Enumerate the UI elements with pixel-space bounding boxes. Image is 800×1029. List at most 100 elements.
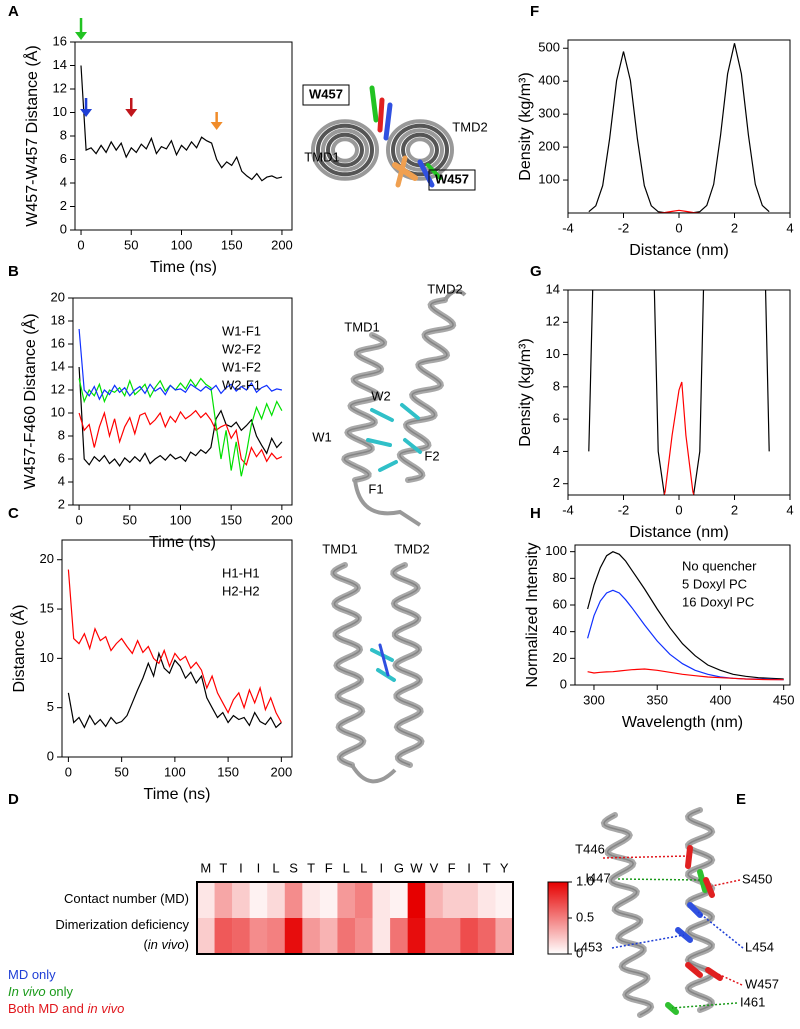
series-line: [67, 651, 282, 729]
sequence-letter: W: [410, 860, 423, 875]
line-chart: 0 50 100 150 200 2 4 6 8 10 12 14 16 18 20 Time (ns) W45…: [20, 281, 462, 551]
series-line: [67, 569, 282, 723]
heat-cell: [267, 918, 286, 955]
x-tick-label: 150: [221, 237, 243, 252]
row-label-part: Dimerization deficiency: [55, 917, 189, 932]
y-tick-label: 12: [546, 314, 560, 329]
x-tick-label: 0: [75, 512, 82, 527]
leader: [697, 911, 744, 949]
y-tick-label: 8: [553, 378, 560, 393]
sequence-letter: V: [430, 860, 439, 875]
heat-cell: [337, 918, 356, 955]
image-label: W1: [312, 429, 332, 444]
heat-cell: [214, 918, 233, 955]
plot-frame: [567, 39, 791, 214]
label-box: [428, 169, 476, 191]
colorbar: [547, 881, 569, 955]
x-axis-label: Distance (nm): [629, 242, 729, 259]
helix-shade: [603, 814, 652, 1016]
x-tick-label: -4: [562, 502, 574, 517]
residue-stick: [403, 438, 422, 454]
heat-cell: [442, 882, 461, 919]
helix-shade: [332, 564, 365, 766]
label-box: [302, 84, 350, 106]
residue-stick: [705, 967, 723, 981]
x-tick-label: 100: [170, 512, 192, 527]
x-tick-label: 100: [171, 237, 193, 252]
legend-entry: H2-H2: [222, 583, 260, 598]
helix-ring: [396, 128, 444, 172]
plot-frame: [567, 289, 791, 496]
plot-frame: [72, 297, 293, 506]
y-tick-label: 5: [47, 699, 54, 714]
y-axis-label: W457-W457 Distance (Å): [22, 45, 41, 226]
x-tick-label: -2: [618, 502, 630, 517]
y-tick-label: 0: [560, 676, 567, 691]
y-tick-label: 8: [58, 427, 65, 442]
y-axis-label: Distance (Å): [9, 604, 28, 692]
x-axis-label: Time (ns): [149, 534, 216, 551]
heat-cell: [355, 918, 373, 955]
y-tick-label: 200: [538, 139, 560, 154]
residue-stick: [392, 162, 418, 181]
image-label: S450: [742, 871, 772, 886]
heat-cell: [407, 918, 426, 955]
sequence-letter: Y: [500, 860, 509, 875]
leader: [717, 973, 743, 986]
sequence-letter: L: [343, 860, 350, 875]
heat-cell: [425, 882, 444, 919]
helix-ring: [406, 137, 434, 163]
residue-stick: [395, 155, 408, 188]
y-tick-label: 0: [47, 748, 54, 763]
y-tick-label: 18: [51, 312, 65, 327]
legend-entry: No quencher: [682, 558, 757, 573]
loop: [443, 289, 467, 302]
x-tick-label: 150: [220, 512, 242, 527]
arrow-head: [75, 32, 88, 40]
leader: [711, 879, 741, 887]
x-tick-label: 4: [786, 502, 793, 517]
legend-entry-part: only: [46, 984, 74, 999]
series-line: [588, 43, 770, 213]
y-tick-label: 10: [546, 346, 560, 361]
plot-frame: [74, 41, 293, 231]
image-label: W457: [745, 976, 779, 991]
panel-letter: C: [8, 505, 19, 522]
x-axis-label: Time (ns): [144, 786, 211, 803]
image-label: W2: [371, 388, 391, 403]
legend-entry: W1-F2: [222, 359, 261, 374]
x-tick-label: -2: [618, 220, 630, 235]
sequence-letter: I: [380, 860, 384, 875]
y-tick-label: 20: [40, 551, 54, 566]
heat-cell: [355, 882, 373, 919]
loop: [350, 763, 397, 784]
series-line: [587, 668, 784, 681]
line-chart: 300 350 400 450 0 20 40 60 80 100 Wavelength (nm) N…: [524, 543, 794, 732]
series-line: [78, 409, 283, 467]
residue-stick: [665, 1002, 679, 1015]
heat-cell: [495, 918, 514, 955]
image-label: TMD2: [452, 119, 487, 134]
y-tick-label: 10: [53, 104, 67, 119]
heat-cell: [390, 918, 408, 955]
heat-cell: [425, 918, 444, 955]
series-line: [587, 551, 784, 680]
heat-cell: [319, 918, 338, 955]
image-label: F1: [368, 481, 383, 496]
helix-shade: [392, 564, 423, 766]
x-tick-label: 0: [675, 220, 682, 235]
x-tick-label: 200: [271, 764, 293, 779]
y-tick-label: 60: [553, 596, 567, 611]
row-label: Contact number (MD): [64, 891, 189, 906]
y-tick-label: 6: [58, 450, 65, 465]
residue-stick: [697, 869, 708, 893]
legend-entry: H1-H1: [222, 565, 260, 580]
image-label: TMD1: [304, 149, 339, 164]
x-tick-label: 350: [646, 692, 668, 707]
y-tick-label: 14: [53, 57, 67, 72]
heat-cell: [232, 918, 250, 955]
x-tick-label: 150: [217, 764, 239, 779]
y-tick-label: 10: [40, 650, 54, 665]
image-label: TMD2: [427, 281, 462, 296]
